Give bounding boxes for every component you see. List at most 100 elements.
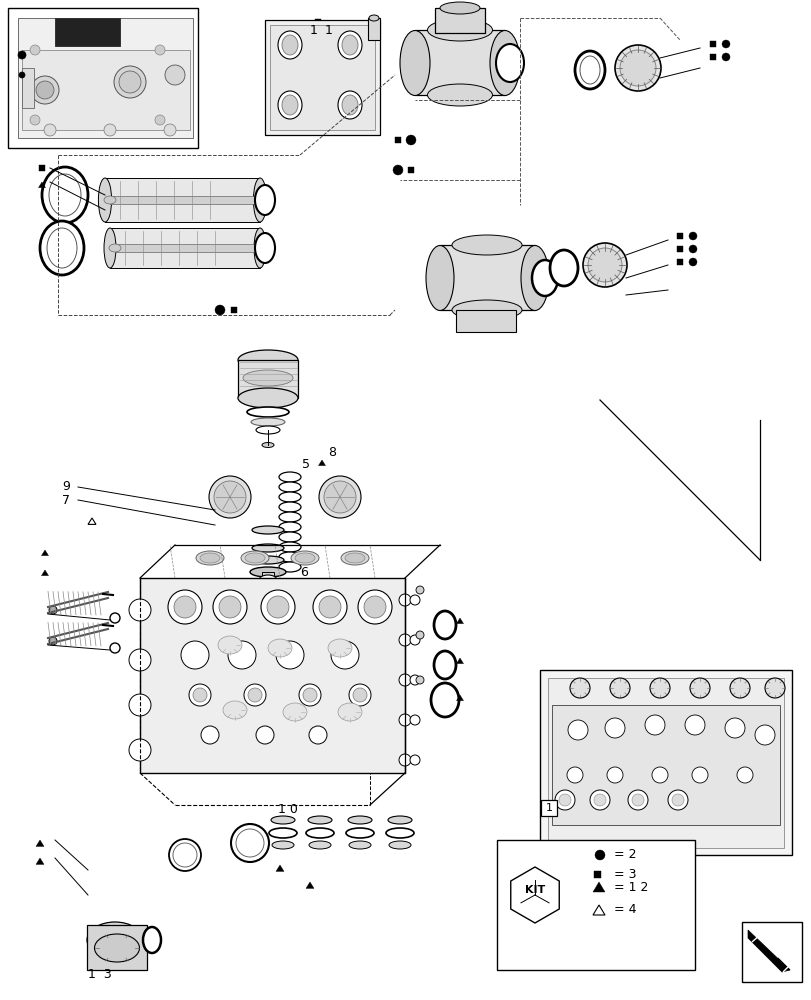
Circle shape [49, 606, 57, 614]
Bar [139, 578, 405, 773]
Circle shape [44, 124, 56, 136]
Bar [22, 50, 190, 130]
Ellipse shape [87, 922, 143, 958]
Circle shape [215, 305, 225, 315]
Bar [270, 25, 375, 130]
Ellipse shape [609, 678, 629, 698]
Ellipse shape [254, 228, 266, 268]
Circle shape [721, 53, 729, 61]
Ellipse shape [245, 553, 264, 563]
Polygon shape [306, 882, 314, 888]
Ellipse shape [36, 81, 54, 99]
Ellipse shape [262, 442, 273, 448]
Circle shape [393, 165, 402, 175]
Polygon shape [36, 858, 44, 864]
Ellipse shape [276, 641, 303, 669]
Text: = 1 2: = 1 2 [613, 881, 647, 894]
Ellipse shape [574, 51, 604, 89]
Ellipse shape [398, 754, 410, 766]
Circle shape [104, 124, 116, 136]
Circle shape [30, 45, 40, 55]
Ellipse shape [427, 84, 492, 106]
Ellipse shape [104, 228, 116, 268]
Ellipse shape [337, 91, 362, 119]
Ellipse shape [368, 15, 379, 21]
Circle shape [109, 643, 120, 653]
Polygon shape [592, 882, 604, 892]
Ellipse shape [388, 841, 410, 849]
Ellipse shape [259, 595, 277, 605]
Text: KIT: KIT [524, 885, 544, 895]
Ellipse shape [306, 828, 333, 838]
Ellipse shape [271, 816, 294, 824]
Ellipse shape [724, 718, 744, 738]
Circle shape [49, 637, 57, 645]
Ellipse shape [228, 641, 255, 669]
Bar [676, 246, 682, 252]
Circle shape [18, 51, 26, 59]
Ellipse shape [566, 767, 582, 783]
Ellipse shape [168, 590, 202, 624]
Text: 9: 9 [62, 481, 70, 493]
Ellipse shape [251, 556, 284, 564]
Ellipse shape [349, 684, 371, 706]
Bar [55, 18, 120, 46]
Ellipse shape [410, 715, 419, 725]
Ellipse shape [189, 684, 211, 706]
Ellipse shape [195, 551, 224, 565]
Ellipse shape [489, 31, 519, 96]
Ellipse shape [440, 2, 479, 14]
Ellipse shape [614, 45, 660, 91]
Bar [676, 259, 682, 265]
Ellipse shape [312, 590, 346, 624]
Ellipse shape [307, 816, 332, 824]
Circle shape [721, 40, 729, 48]
Ellipse shape [247, 407, 289, 417]
Ellipse shape [279, 472, 301, 482]
Text: = 2: = 2 [613, 848, 636, 861]
Ellipse shape [283, 703, 307, 721]
Ellipse shape [426, 245, 453, 310]
Ellipse shape [452, 300, 521, 320]
Ellipse shape [345, 828, 374, 838]
Ellipse shape [251, 418, 285, 426]
Bar [315, 19, 320, 25]
Ellipse shape [259, 585, 277, 595]
Ellipse shape [558, 794, 570, 806]
Ellipse shape [410, 635, 419, 645]
Ellipse shape [427, 19, 492, 41]
Ellipse shape [672, 794, 683, 806]
Ellipse shape [165, 65, 185, 85]
Ellipse shape [303, 688, 316, 702]
Ellipse shape [345, 553, 365, 563]
Ellipse shape [143, 927, 161, 953]
Ellipse shape [223, 701, 247, 719]
Ellipse shape [298, 684, 320, 706]
Ellipse shape [496, 44, 523, 82]
Ellipse shape [667, 790, 687, 810]
Bar [115, 244, 255, 252]
Bar [440, 245, 534, 310]
Ellipse shape [129, 694, 151, 716]
Bar [105, 178, 260, 222]
Ellipse shape [47, 228, 77, 268]
Ellipse shape [607, 767, 622, 783]
Circle shape [689, 232, 696, 240]
Ellipse shape [385, 828, 414, 838]
Ellipse shape [212, 590, 247, 624]
Ellipse shape [49, 174, 81, 216]
Ellipse shape [729, 678, 749, 698]
Ellipse shape [521, 245, 548, 310]
Ellipse shape [114, 66, 146, 98]
Bar [547, 678, 783, 848]
Ellipse shape [348, 816, 371, 824]
Text: 8: 8 [328, 446, 336, 460]
Ellipse shape [94, 934, 139, 962]
Ellipse shape [328, 639, 351, 657]
Text: 1 0: 1 0 [277, 803, 298, 816]
Ellipse shape [279, 512, 301, 522]
Ellipse shape [689, 678, 709, 698]
Polygon shape [456, 618, 463, 624]
Ellipse shape [290, 551, 319, 565]
Ellipse shape [649, 678, 669, 698]
